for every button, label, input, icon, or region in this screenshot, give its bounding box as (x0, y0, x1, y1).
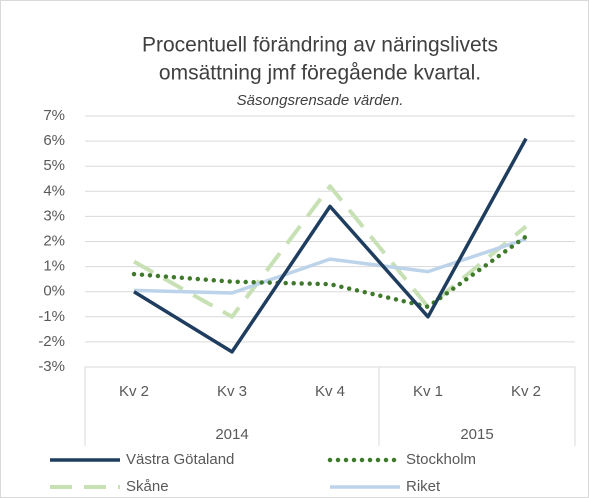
chart-title: omsättning jmf föregående kvartal. (159, 62, 481, 85)
x-tick-label: Kv 1 (413, 383, 443, 400)
x-tick-label: Kv 4 (315, 383, 345, 400)
y-tick-label: 3% (43, 207, 65, 224)
x-tick-label: Kv 2 (511, 383, 541, 400)
y-tick-label: -1% (38, 308, 65, 325)
y-tick-label: -2% (38, 333, 65, 350)
series-line (133, 184, 528, 319)
y-tick-label: -3% (38, 358, 65, 375)
y-tick-label: 0% (43, 283, 65, 300)
series-line (131, 234, 529, 310)
legend-label: Västra Götaland (126, 451, 234, 468)
legend-label: Skåne (126, 478, 169, 495)
legend-label: Riket (406, 478, 441, 495)
y-tick-label: 1% (43, 258, 65, 275)
y-tick-label: 5% (43, 157, 65, 174)
y-tick-label: 6% (43, 132, 65, 149)
legend-label: Stockholm (406, 451, 476, 468)
x-tick-label: Kv 3 (217, 383, 247, 400)
chart-subtitle: Säsongsrensade värden. (237, 92, 404, 109)
series-line (133, 137, 528, 354)
group-label: 2015 (460, 426, 493, 443)
y-tick-label: 2% (43, 232, 65, 249)
x-tick-label: Kv 2 (119, 383, 149, 400)
group-label: 2014 (215, 426, 248, 443)
y-tick-label: 7% (43, 107, 65, 124)
chart-title: Procentuell förändring av näringslivets (142, 34, 498, 57)
y-tick-label: 4% (43, 182, 65, 199)
